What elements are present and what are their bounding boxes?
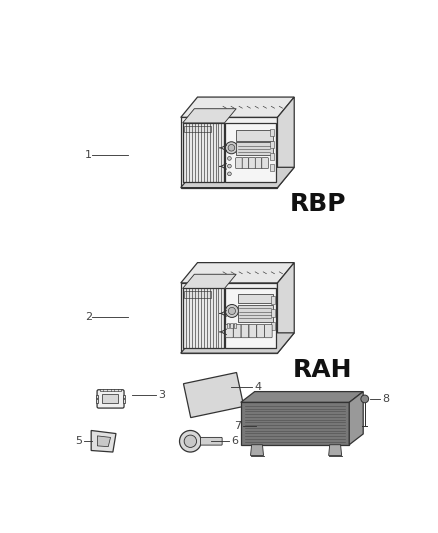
FancyBboxPatch shape — [265, 325, 272, 338]
Bar — [184, 291, 211, 298]
Circle shape — [228, 308, 236, 314]
Polygon shape — [181, 333, 294, 353]
Bar — [183, 123, 224, 182]
Circle shape — [228, 157, 231, 160]
Bar — [184, 126, 211, 132]
Polygon shape — [181, 97, 294, 117]
Circle shape — [124, 398, 125, 400]
Bar — [226, 288, 276, 348]
Polygon shape — [91, 431, 116, 452]
FancyBboxPatch shape — [97, 390, 124, 408]
Polygon shape — [251, 445, 264, 456]
Bar — [227, 323, 230, 327]
FancyBboxPatch shape — [249, 158, 255, 168]
Text: 6: 6 — [231, 436, 238, 446]
Text: RBP: RBP — [290, 192, 346, 216]
Bar — [238, 294, 273, 303]
FancyBboxPatch shape — [255, 158, 262, 168]
Bar — [270, 129, 274, 136]
Polygon shape — [349, 392, 363, 445]
Text: 1: 1 — [85, 150, 92, 160]
FancyBboxPatch shape — [241, 325, 249, 338]
Text: 8: 8 — [382, 394, 390, 404]
FancyBboxPatch shape — [249, 325, 257, 338]
FancyBboxPatch shape — [226, 325, 233, 338]
Bar — [241, 402, 349, 445]
Bar — [270, 141, 274, 148]
Polygon shape — [241, 392, 363, 402]
Text: 7: 7 — [233, 421, 241, 431]
Polygon shape — [278, 263, 294, 353]
Bar — [271, 309, 275, 317]
Polygon shape — [328, 445, 342, 456]
Bar — [270, 152, 274, 159]
Polygon shape — [278, 97, 294, 188]
Bar — [271, 321, 275, 330]
Circle shape — [228, 144, 235, 151]
Polygon shape — [183, 109, 236, 123]
Bar — [96, 395, 99, 403]
Bar — [183, 288, 224, 348]
Polygon shape — [181, 167, 294, 188]
Bar — [226, 123, 276, 182]
Text: 5: 5 — [75, 436, 82, 446]
Polygon shape — [97, 436, 110, 447]
Circle shape — [226, 304, 238, 318]
Polygon shape — [184, 373, 244, 418]
FancyBboxPatch shape — [242, 158, 249, 168]
Bar — [181, 117, 278, 188]
Circle shape — [228, 172, 231, 176]
Bar — [271, 296, 275, 304]
Bar — [230, 323, 233, 327]
FancyBboxPatch shape — [201, 438, 222, 445]
Bar — [270, 164, 274, 172]
Text: 4: 4 — [255, 382, 262, 392]
Bar — [181, 283, 278, 353]
FancyBboxPatch shape — [262, 158, 268, 168]
Bar — [102, 394, 118, 403]
Text: 2: 2 — [85, 311, 92, 321]
FancyBboxPatch shape — [233, 325, 241, 338]
Text: RAH: RAH — [293, 358, 352, 382]
Bar — [237, 142, 273, 156]
Bar — [123, 395, 125, 403]
Text: 3: 3 — [158, 390, 165, 400]
Circle shape — [361, 395, 369, 403]
Circle shape — [228, 164, 231, 168]
Bar — [238, 305, 273, 321]
Circle shape — [226, 142, 237, 154]
FancyBboxPatch shape — [257, 325, 265, 338]
Polygon shape — [183, 274, 236, 288]
Bar — [237, 130, 273, 141]
Circle shape — [96, 398, 98, 400]
Circle shape — [180, 431, 201, 452]
Circle shape — [184, 435, 197, 447]
Bar — [100, 389, 121, 391]
FancyBboxPatch shape — [236, 158, 242, 168]
Polygon shape — [181, 263, 294, 283]
Bar — [234, 323, 237, 327]
